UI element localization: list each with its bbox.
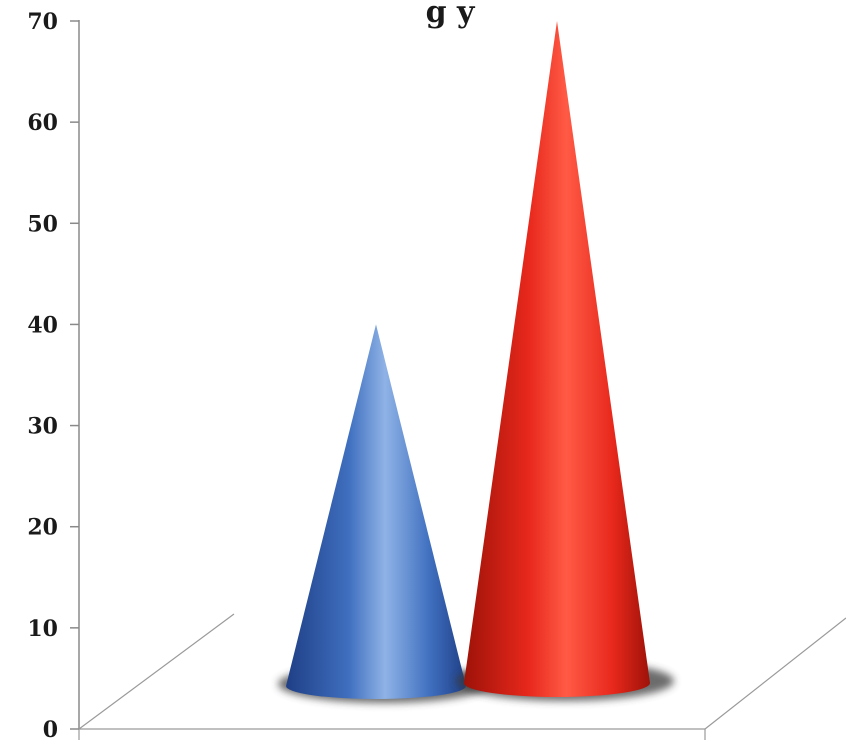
y-tick-label: 20 [27, 515, 58, 541]
floor-left-depth [78, 613, 235, 730]
floor-right-depth [704, 617, 846, 730]
cone-bar-2 [464, 21, 650, 697]
cone-bar-1 [286, 324, 466, 699]
y-tick-label: 70 [27, 9, 58, 35]
y-tick-label: 60 [27, 110, 58, 136]
cones [278, 21, 674, 703]
y-tick-label: 0 [43, 717, 58, 743]
y-tick-label: 10 [27, 616, 58, 642]
y-axis-ticks: 0 10 20 30 40 50 60 70 [27, 9, 79, 743]
chart-title-fragment: g y [426, 0, 476, 30]
y-tick-label: 50 [27, 211, 58, 237]
y-tick-label: 40 [27, 312, 58, 338]
floor [78, 613, 846, 740]
y-tick-label: 30 [27, 414, 58, 440]
